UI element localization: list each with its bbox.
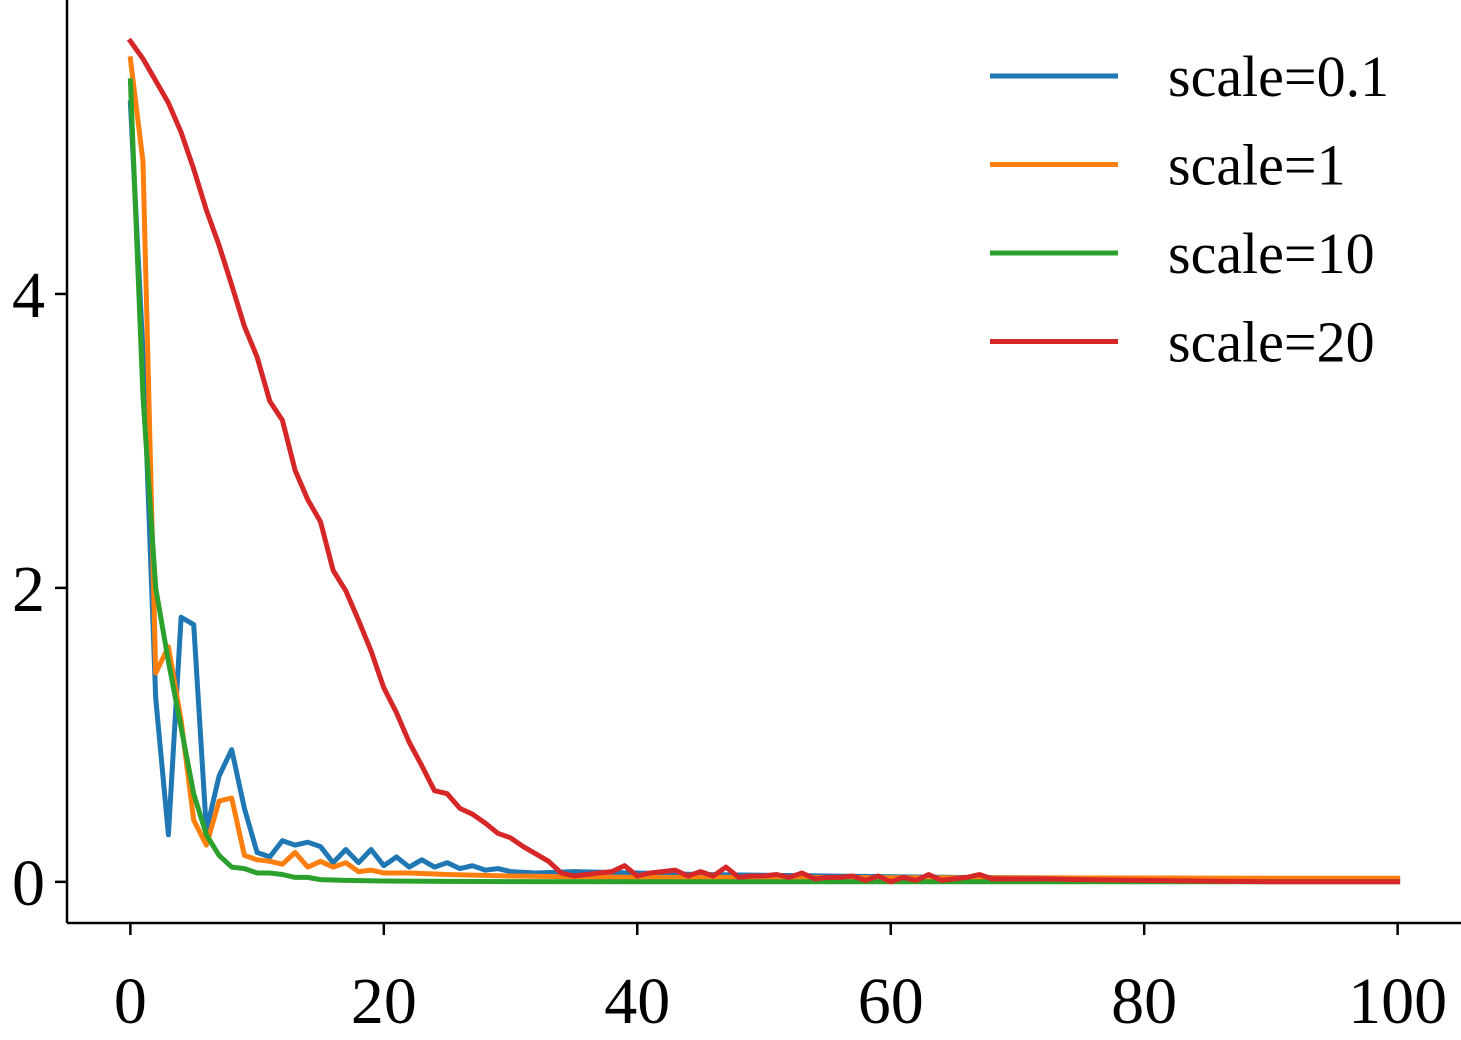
x-tick-label: 80 [1111,965,1177,1038]
y-tick-label: 4 [12,259,45,332]
x-tick-label: 100 [1348,965,1447,1038]
legend-label: scale=10 [1168,221,1375,286]
x-tick-label: 0 [114,965,147,1038]
series-line-3 [127,78,1401,885]
series-line-1 [127,100,1401,882]
axes [65,0,1461,925]
x-axis-ticks: 0 20 40 60 80 100 [114,923,1447,1038]
x-tick-label: 60 [858,965,924,1038]
y-axis-ticks: 0 2 4 [12,259,67,920]
x-tick-label: 40 [604,965,670,1038]
x-tick-label: 20 [351,965,417,1038]
legend-label: scale=20 [1168,310,1375,375]
y-tick-label: 2 [12,553,45,626]
y-tick-label: 0 [12,847,45,920]
legend-label: scale=0.1 [1168,44,1389,109]
series-line-4 [126,37,1401,885]
legend-label: scale=1 [1168,133,1346,198]
legend: scale=0.1 scale=1 scale=10 scale=20 [990,44,1389,375]
series-lines [126,37,1401,885]
